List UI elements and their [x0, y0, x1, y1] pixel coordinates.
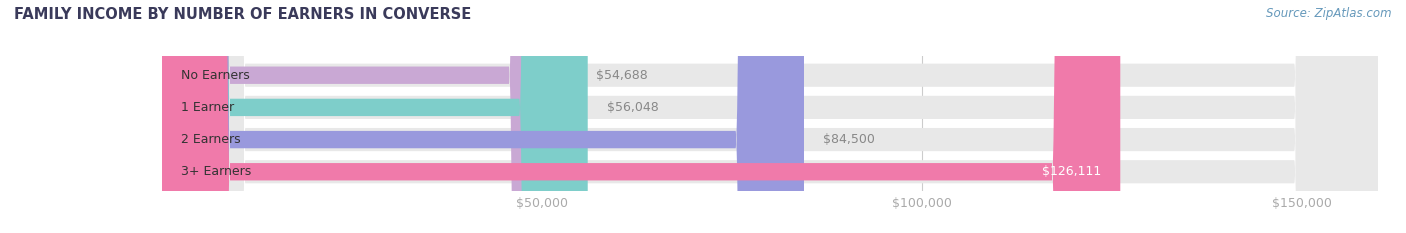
FancyBboxPatch shape — [162, 0, 1121, 233]
Text: 3+ Earners: 3+ Earners — [181, 165, 250, 178]
Text: 2 Earners: 2 Earners — [181, 133, 240, 146]
Text: 1 Earner: 1 Earner — [181, 101, 233, 114]
FancyBboxPatch shape — [162, 0, 804, 233]
FancyBboxPatch shape — [162, 0, 1378, 233]
FancyBboxPatch shape — [162, 0, 588, 233]
Text: $84,500: $84,500 — [823, 133, 875, 146]
Text: $56,048: $56,048 — [607, 101, 658, 114]
Text: $126,111: $126,111 — [1042, 165, 1101, 178]
FancyBboxPatch shape — [162, 0, 1378, 233]
Text: $54,688: $54,688 — [596, 69, 648, 82]
FancyBboxPatch shape — [162, 0, 578, 233]
FancyBboxPatch shape — [162, 0, 1378, 233]
Text: FAMILY INCOME BY NUMBER OF EARNERS IN CONVERSE: FAMILY INCOME BY NUMBER OF EARNERS IN CO… — [14, 7, 471, 22]
Text: No Earners: No Earners — [181, 69, 249, 82]
Text: Source: ZipAtlas.com: Source: ZipAtlas.com — [1267, 7, 1392, 20]
FancyBboxPatch shape — [162, 0, 1378, 233]
